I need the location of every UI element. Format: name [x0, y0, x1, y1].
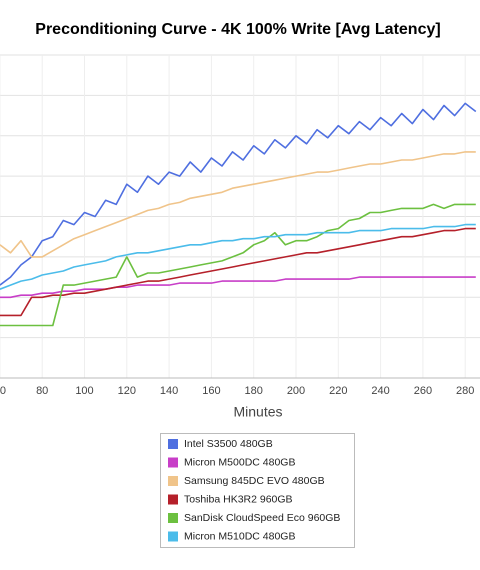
- legend-label: Toshiba HK3R2 960GB: [184, 493, 293, 505]
- x-tick-label: 120: [118, 385, 136, 397]
- x-tick-label: 260: [414, 385, 432, 397]
- x-tick-label: 180: [245, 385, 263, 397]
- legend-swatch: [168, 513, 178, 523]
- legend-label: Intel S3500 480GB: [184, 438, 273, 450]
- legend-swatch: [168, 494, 178, 505]
- legend-label: Samsung 845DC EVO 480GB: [184, 475, 325, 487]
- chart-title: Preconditioning Curve - 4K 100% Write [A…: [35, 21, 440, 38]
- x-tick-label: 280: [456, 385, 474, 397]
- series-line: [0, 276, 476, 299]
- legend-label: Micron M510DC 480GB: [184, 530, 295, 542]
- series-line: [0, 203, 476, 327]
- legend-swatch: [168, 439, 178, 449]
- series-line: [0, 151, 476, 258]
- x-tick-label: 240: [371, 385, 389, 397]
- legend-label: SanDisk CloudSpeed Eco 960GB: [184, 512, 340, 524]
- series-line: [0, 223, 476, 290]
- x-tick-label: 220: [329, 385, 347, 397]
- x-tick-label: 200: [287, 385, 305, 397]
- legend-box: [160, 433, 355, 548]
- x-tick-label: 160: [202, 385, 220, 397]
- x-tick-label: 60: [0, 385, 6, 397]
- legend-swatch: [168, 476, 178, 486]
- series-line: [0, 227, 476, 317]
- series-line: [0, 102, 477, 286]
- x-tick-label: 80: [36, 385, 48, 397]
- x-tick-label: 140: [160, 385, 178, 397]
- legend-label: Micron M500DC 480GB: [184, 456, 295, 468]
- legend-swatch: [168, 457, 178, 468]
- legend-swatch: [168, 531, 178, 542]
- x-tick-label: 100: [75, 385, 93, 397]
- x-axis-label: Minutes: [233, 404, 282, 420]
